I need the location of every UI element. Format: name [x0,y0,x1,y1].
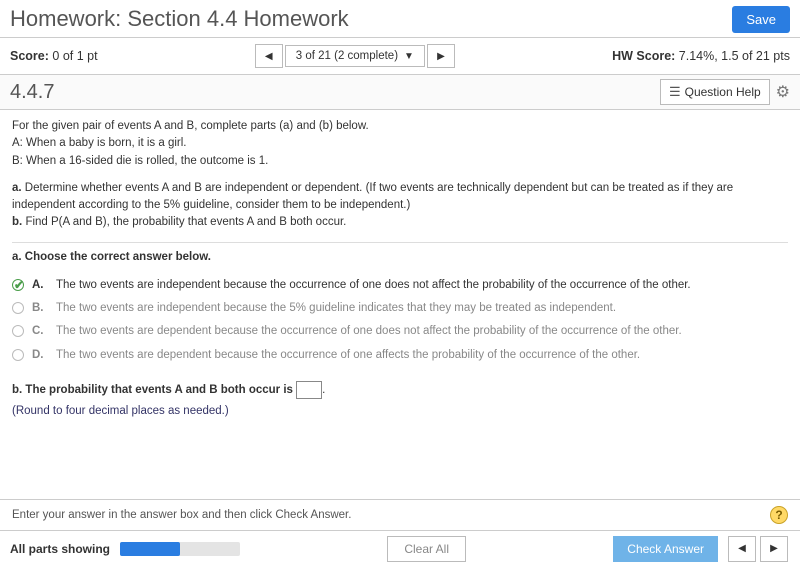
choice-text: The two events are independent because t… [56,277,691,294]
question-help-button[interactable]: ☰ Question Help [660,79,770,105]
radio-icon [12,302,24,314]
part-a-prompt: a. Determine whether events A and B are … [12,180,788,215]
check-answer-button[interactable]: Check Answer [613,536,718,562]
choice-text: The two events are dependent because the… [56,347,640,364]
event-a-text: A: When a baby is born, it is a girl. [12,135,788,152]
choice-A[interactable]: A. The two events are independent because… [12,274,788,297]
next-question-button[interactable]: ▶ [427,44,455,68]
prev-question-button[interactable]: ◀ [255,44,283,68]
event-b-text: B: When a 16-sided die is rolled, the ou… [12,153,788,170]
choice-letter: A. [32,277,48,294]
part-b-prompt: b. Find P(A and B), the probability that… [12,214,788,231]
choice-C[interactable]: C. The two events are dependent because t… [12,320,788,343]
choice-D[interactable]: D. The two events are dependent because t… [12,344,788,367]
footer-instruction-text: Enter your answer in the answer box and … [12,509,351,521]
help-icon[interactable]: ? [770,506,788,524]
question-position-dropdown[interactable]: 3 of 21 (2 complete) ▼ [285,45,425,67]
chevron-down-icon: ▼ [404,51,414,62]
choice-B[interactable]: B. The two events are independent because… [12,297,788,320]
choice-letter: C. [32,323,48,340]
clear-all-button[interactable]: Clear All [387,536,466,562]
question-content: For the given pair of events A and B, co… [0,110,800,428]
triangle-right-icon: ▶ [437,51,445,62]
question-number: 4.4.7 [10,81,54,104]
gear-icon[interactable]: ⚙ [776,82,790,102]
parts-status: All parts showing [10,542,110,556]
rounding-note: (Round to four decimal places as needed.… [12,403,788,420]
radio-icon [12,349,24,361]
choice-text: The two events are dependent because the… [56,323,682,340]
footer-prev-button[interactable]: ◀ [728,536,756,562]
choice-letter: D. [32,347,48,364]
save-button[interactable]: Save [732,6,790,33]
answer-choices: A. The two events are independent because… [12,274,788,367]
question-nav: ◀ 3 of 21 (2 complete) ▼ ▶ [253,44,457,68]
footer-next-button[interactable]: ▶ [760,536,788,562]
problem-intro: For the given pair of events A and B, co… [12,118,788,135]
triangle-left-icon: ◀ [265,51,273,62]
radio-icon [12,279,24,291]
homework-title: Homework: Section 4.4 Homework [10,6,349,32]
radio-icon [12,325,24,337]
hw-score-label: HW Score: 7.14%, 1.5 of 21 pts [612,49,790,63]
part-b-fill: b. The probability that events A and B b… [12,381,788,399]
score-label: Score: 0 of 1 pt [10,49,98,63]
probability-input[interactable] [296,381,322,399]
choice-text: The two events are independent because t… [56,300,616,317]
part-a-title: a. Choose the correct answer below. [12,249,788,266]
triangle-right-icon: ▶ [770,543,778,554]
choice-letter: B. [32,300,48,317]
list-icon: ☰ [669,84,681,100]
progress-bar [120,542,240,556]
triangle-left-icon: ◀ [738,543,746,554]
